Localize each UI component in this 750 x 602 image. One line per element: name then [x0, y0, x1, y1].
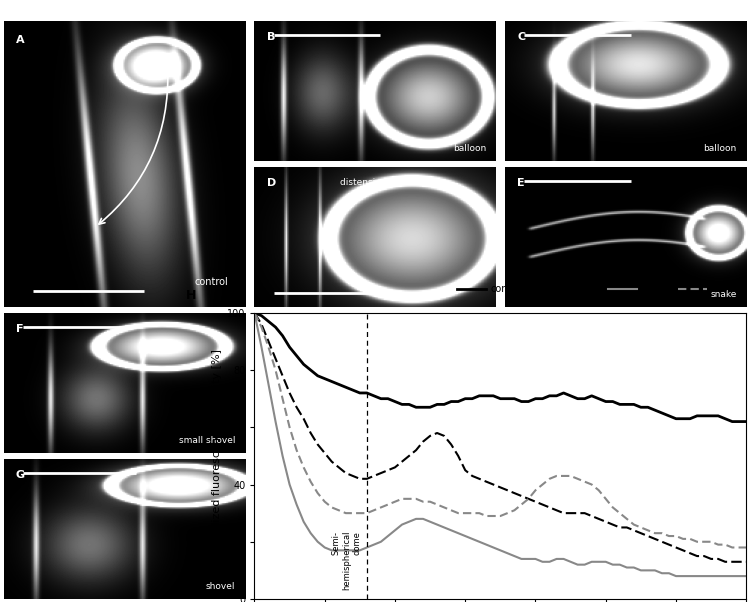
Text: balloon: balloon	[453, 144, 486, 153]
Text: F: F	[16, 324, 23, 334]
Text: shovel: shovel	[206, 582, 236, 591]
Text: A: A	[16, 36, 25, 45]
Text: G: G	[16, 470, 25, 480]
Text: D: D	[266, 178, 276, 188]
Text: E: E	[518, 178, 525, 188]
Text: snake: snake	[710, 290, 736, 299]
Text: balloon: balloon	[704, 144, 736, 153]
Text: B: B	[266, 33, 275, 42]
Text: control: control	[194, 277, 228, 287]
Text: C: C	[518, 33, 525, 42]
Y-axis label: Normalized fluorescence intensity [%]: Normalized fluorescence intensity [%]	[211, 349, 221, 562]
Text: Semi-
hemispherical
dome: Semi- hemispherical dome	[332, 531, 362, 591]
Text: small shovel: small shovel	[178, 436, 236, 445]
Text: distension of balloon: distension of balloon	[340, 178, 434, 187]
Legend: control, balloon, snake, shovel: control, balloon, snake, shovel	[453, 281, 746, 298]
Text: H: H	[185, 288, 196, 302]
